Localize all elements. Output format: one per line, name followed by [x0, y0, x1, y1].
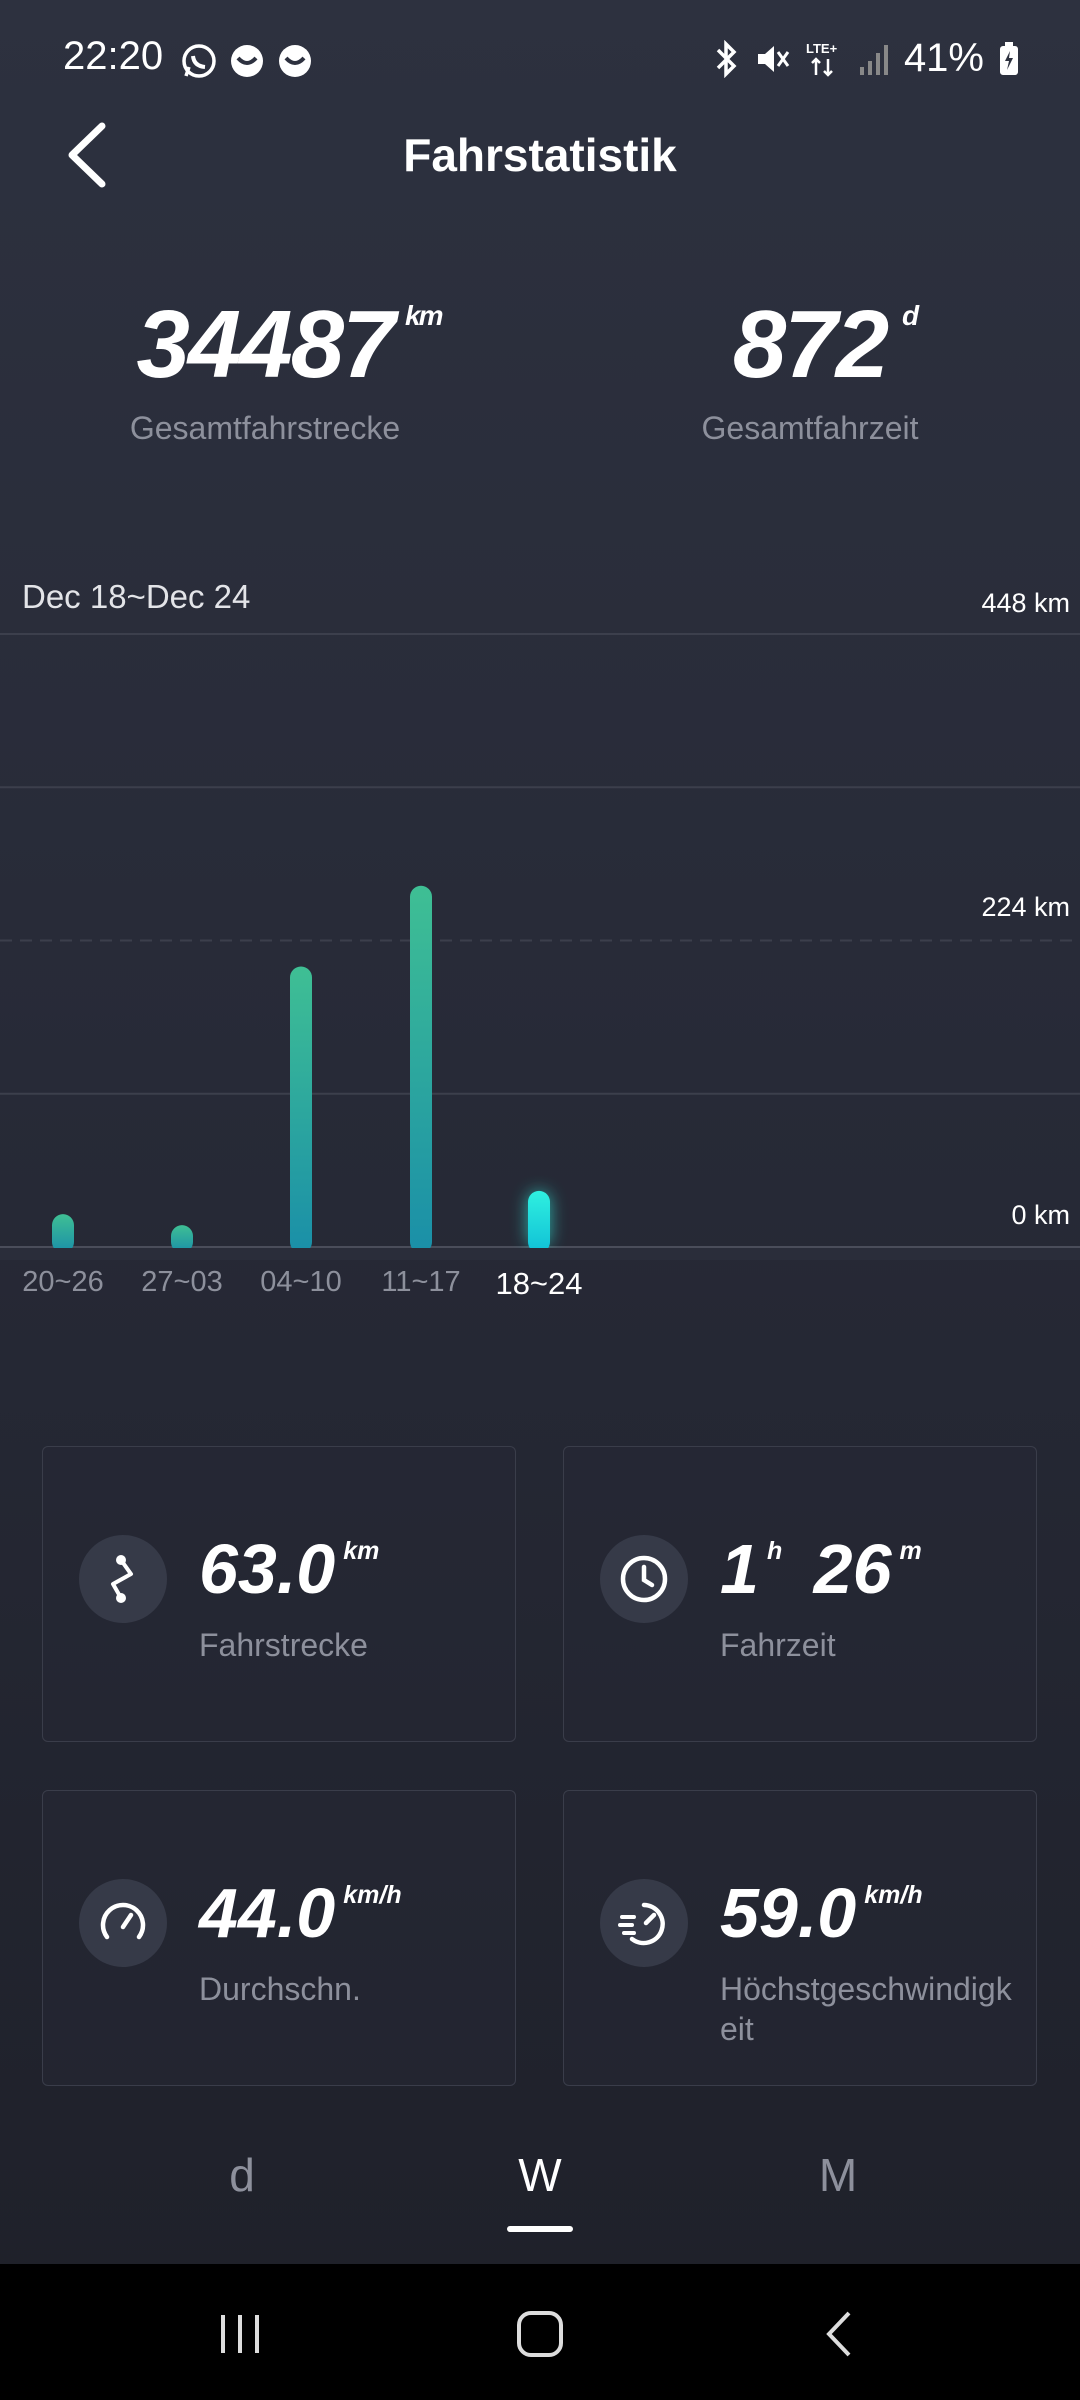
chart-date-range: Dec 18~Dec 24 [22, 578, 251, 615]
x-tick-label[interactable]: 20~26 [22, 1266, 104, 1298]
average-speed-label: Durchschn. [199, 1971, 361, 2007]
route-icon [79, 1535, 167, 1623]
mute-icon [757, 45, 790, 72]
total-time-summary: 872 d Gesamtfahrzeit [600, 290, 1020, 447]
whatsapp-icon [182, 44, 216, 78]
x-tick-label[interactable]: 27~03 [141, 1266, 223, 1298]
average-speed-value: 44.0 [199, 1874, 336, 1952]
ride-time-hours-unit: h [766, 1537, 783, 1565]
tab-selected-indicator [507, 2226, 573, 2232]
back-button[interactable] [60, 120, 120, 190]
x-tick-label[interactable]: 04~10 [260, 1266, 342, 1298]
total-distance-label: Gesamtfahrstrecke [129, 410, 401, 446]
speedometer-icon [79, 1879, 167, 1967]
x-tick-label[interactable]: 18~24 [495, 1266, 583, 1301]
card-max-speed: 59.0 km/h Höchstgeschwindigkeit [563, 1790, 1037, 2086]
ride-time-minutes: 26 [813, 1530, 892, 1608]
axis-baseline-mask [0, 1248, 1080, 1260]
total-distance-summary: 34487 km Gesamtfahrstrecke [55, 290, 475, 447]
max-speed-label: Höchstgeschwindigkeit [720, 1971, 1012, 2047]
signal-icon [859, 44, 888, 75]
ride-time-minutes-unit: m [899, 1537, 922, 1565]
page-title: Fahrstatistik [403, 129, 677, 181]
back-arrow-icon [826, 2311, 851, 2357]
bar-18~24[interactable] [528, 1190, 550, 1253]
back-nav-button[interactable] [780, 2294, 900, 2374]
bar-11~17[interactable] [410, 885, 432, 1253]
fast-timer-icon [600, 1879, 688, 1967]
system-navigation-bar [0, 2264, 1080, 2400]
ride-distance-label: Fahrstrecke [199, 1627, 368, 1663]
bar-27~03[interactable] [171, 1225, 193, 1253]
bluetooth-icon [716, 39, 737, 78]
total-time-label: Gesamtfahrzeit [701, 410, 919, 446]
total-distance-unit: km [405, 300, 443, 331]
total-time-value: 872 [732, 291, 889, 398]
ride-distance-unit: km [343, 1537, 380, 1565]
card-ride-distance: 63.0 km Fahrstrecke [42, 1446, 516, 1742]
system-icons: LTE+ 41% [712, 36, 1020, 81]
average-speed-unit: km/h [343, 1881, 402, 1909]
ride-distance-value: 63.0 [199, 1530, 336, 1608]
status-bar: 22:20 LTE+ 41% [0, 0, 1080, 120]
home-button[interactable] [480, 2294, 600, 2374]
x-tick-label[interactable]: 11~17 [381, 1266, 461, 1298]
ride-time-label: Fahrzeit [720, 1627, 836, 1663]
chevron-left-icon [68, 122, 106, 188]
svg-text:LTE+: LTE+ [806, 41, 838, 56]
weekly-distance-chart: Dec 18~Dec 24 448 km 224 km 0 km 20~26 27… [0, 560, 1080, 1320]
chart-plot [0, 633, 1080, 1260]
tab-day[interactable]: d [229, 2149, 255, 2201]
notification-icons [180, 42, 314, 80]
y-tick-label-mid: 224 km [981, 892, 1070, 922]
y-tick-label-max: 448 km [981, 588, 1070, 618]
y-tick-label-zero: 0 km [1011, 1200, 1070, 1230]
battery-charging-icon [1000, 41, 1018, 75]
total-distance-value: 34487 [136, 291, 396, 398]
max-speed-unit: km/h [864, 1881, 923, 1909]
recent-apps-icon [221, 2315, 259, 2353]
max-speed-value: 59.0 [720, 1874, 857, 1952]
status-time: 22:20 [63, 34, 164, 78]
tab-month[interactable]: M [818, 2149, 858, 2201]
ride-time-hours: 1 [720, 1530, 759, 1608]
title-bar: Fahrstatistik [0, 120, 1080, 190]
clock-icon [600, 1535, 688, 1623]
period-selector: d W M [0, 2140, 1080, 2232]
total-time-unit: d [901, 300, 919, 331]
tab-week[interactable]: W [518, 2149, 562, 2201]
bar-20~26[interactable] [52, 1214, 74, 1253]
battery-percentage: 41% [903, 36, 984, 80]
bar-04~10[interactable] [290, 966, 312, 1253]
app-notification-icon [279, 45, 311, 77]
lte-icon: LTE+ [806, 41, 838, 77]
card-average-speed: 44.0 km/h Durchschn. [42, 1790, 516, 2086]
home-icon [517, 2311, 563, 2357]
recent-apps-button[interactable] [180, 2294, 300, 2374]
app-notification-icon [231, 45, 263, 77]
